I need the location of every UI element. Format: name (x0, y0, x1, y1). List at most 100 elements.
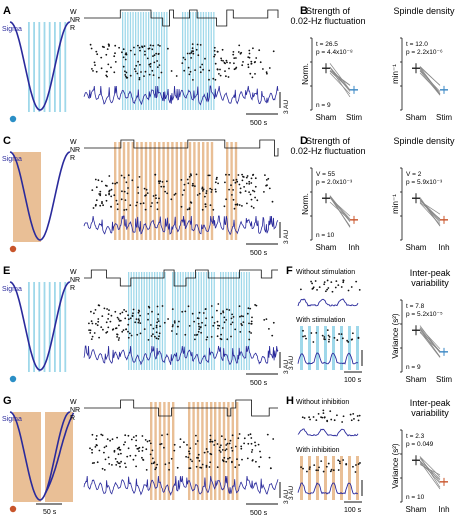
spindle-dot (151, 310, 153, 313)
inhibition-band (205, 402, 208, 500)
stimulation-band (161, 272, 164, 370)
spindle-dot (358, 288, 361, 291)
n-label: n = 10 (406, 494, 425, 501)
spindle-dot (323, 281, 326, 284)
spindle-dot (121, 330, 124, 333)
spindle-dot (250, 63, 253, 65)
spindle-dot (339, 462, 341, 465)
spindle-dot (107, 326, 110, 329)
spindle-dot (178, 320, 180, 323)
x-tick-label: Sham (406, 505, 427, 514)
spindle-dot (132, 308, 135, 311)
spindle-dot (205, 466, 208, 468)
panel-title: 0.02-Hz fluctuation (290, 16, 365, 26)
spindle-dot (88, 329, 90, 331)
spindle-dot (349, 413, 352, 416)
spindle-dot (342, 279, 345, 282)
spindle-dot (126, 455, 129, 458)
spindle-dot (340, 333, 343, 336)
hypnogram-state-label: R (70, 25, 75, 32)
spindle-dot (91, 68, 93, 70)
spindle-dot (103, 469, 106, 471)
spindle-dot (210, 191, 213, 193)
spindle-dot (137, 321, 140, 324)
spindle-dot (91, 335, 94, 338)
spindle-dot (154, 335, 156, 338)
spindle-dot (127, 174, 130, 177)
stimulation-band (28, 22, 30, 112)
spindle-dot (243, 442, 246, 445)
spindle-dot (238, 183, 241, 186)
spindle-dot (224, 438, 227, 441)
sigma-trace (83, 85, 279, 106)
spindle-dot (156, 60, 159, 62)
spindle-dot (194, 69, 197, 71)
spindle-dot (183, 183, 186, 186)
spindle-dot (168, 462, 171, 464)
paired-line (419, 328, 441, 353)
spindle-dot (101, 315, 104, 317)
spindle-dot (242, 321, 245, 323)
spindle-dot (225, 460, 228, 463)
spindle-dot (263, 319, 266, 321)
spindle-dot (102, 328, 104, 331)
spindle-dot (248, 322, 250, 325)
spindle-dot (323, 283, 326, 286)
spindle-dot (327, 287, 330, 289)
spindle-dot (238, 44, 241, 47)
stimulation-band (28, 282, 30, 372)
stats-label: V = 2 (406, 171, 422, 178)
spindle-dot (164, 190, 167, 193)
stimulation-band (151, 272, 153, 370)
paired-line (419, 202, 441, 225)
spindle-dot (236, 203, 239, 206)
spindle-dot (225, 198, 228, 201)
spindle-dot (98, 449, 101, 452)
spindle-dot (101, 202, 103, 205)
spindle-dot (225, 319, 228, 321)
spindle-dot (357, 463, 360, 465)
x-tick-label: Stim (436, 113, 452, 122)
spindle-dot (249, 307, 252, 310)
spindle-dot (141, 446, 144, 449)
spindle-dot (173, 194, 176, 196)
spindle-dot (117, 339, 120, 341)
inhibition-band (118, 142, 121, 240)
spindle-dot (248, 49, 251, 52)
spindle-dot (134, 70, 137, 73)
spindle-dot (188, 325, 191, 327)
spindle-dot (152, 55, 154, 57)
spindle-dot (250, 320, 253, 323)
paired-line (419, 72, 441, 94)
spindle-dot (138, 78, 141, 81)
spindle-dot (186, 444, 188, 446)
y-axis-label: Norm. (301, 193, 310, 215)
spindle-dot (119, 465, 121, 468)
spindle-dot (350, 286, 353, 288)
inhibition-band (166, 142, 170, 240)
spindle-dot (124, 74, 127, 76)
spindle-dot (94, 64, 96, 66)
spindle-dot (191, 460, 194, 463)
hypnogram-trace (84, 269, 278, 287)
stimulation-band (233, 272, 235, 370)
spindle-dot (98, 193, 101, 195)
spindle-dot (144, 50, 146, 53)
spindle-dot (114, 327, 117, 330)
spindle-dot (308, 416, 310, 419)
spindle-dot (121, 51, 123, 54)
spindle-dot (168, 468, 171, 471)
inhibition-band (150, 402, 153, 500)
spindle-dot (187, 66, 190, 69)
spindle-dot (317, 469, 319, 472)
spindle-dot (106, 48, 109, 50)
spindle-dot (232, 53, 235, 56)
spindle-dot (271, 334, 274, 337)
inhibition-band (153, 142, 156, 240)
spindle-dot (268, 328, 270, 330)
spindle-dot (116, 181, 118, 184)
spindle-dot (235, 57, 237, 59)
y-axis-label: min⁻¹ (391, 64, 400, 84)
stimulation-band (210, 12, 212, 110)
spindle-dot (217, 303, 220, 305)
